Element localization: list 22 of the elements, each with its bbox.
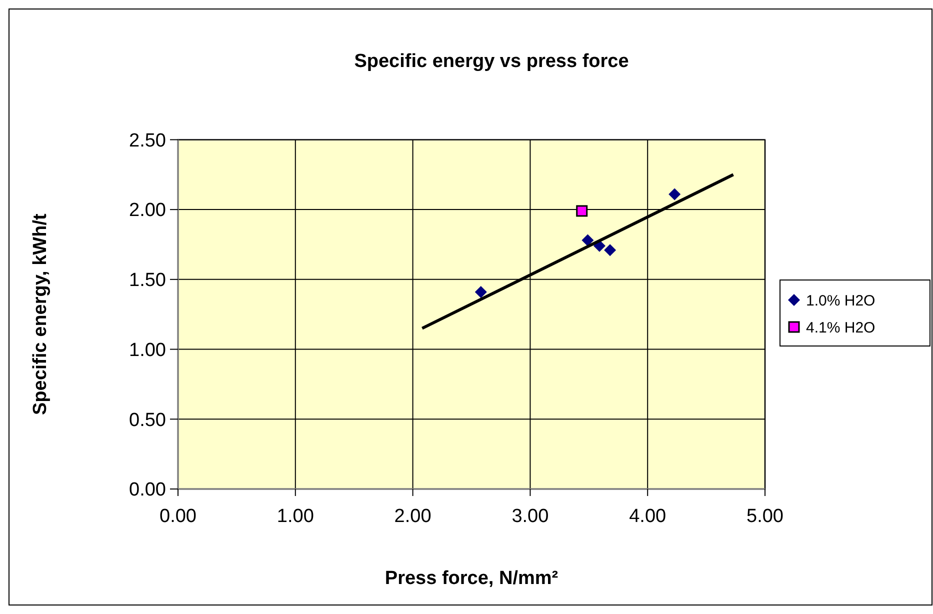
legend-label: 1.0% H2O [806,292,876,310]
x-axis-title: Press force, N/mm² [384,568,558,589]
point [474,286,487,298]
y-axis-title: Specific energy, kWh/t [30,213,51,416]
y-tick-label: 0.50 [129,410,166,431]
x-tick-label: 1.00 [276,506,314,527]
chart-title: Specific energy vs press force [354,51,629,72]
x-tick-label: 4.00 [629,506,666,527]
y-tick-label: 1.50 [129,270,166,292]
x-tick-label: 2.00 [394,506,432,527]
legend-label: 4.1% H2O [806,319,876,336]
y-tick-label: 2.00 [129,200,166,222]
x-tick-label: 0.00 [160,506,196,527]
y-tick-label: 2.50 [129,130,166,152]
point [582,234,594,246]
x-tick-label: 5.00 [746,506,784,527]
y-tick-label: 1.00 [129,340,166,361]
point [668,188,681,200]
x-tick-label: 3.00 [512,506,549,527]
point [604,244,616,256]
y-tick-label: 0.00 [129,480,166,501]
point [576,205,588,217]
